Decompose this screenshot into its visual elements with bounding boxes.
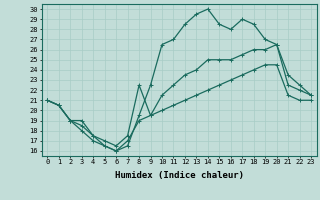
X-axis label: Humidex (Indice chaleur): Humidex (Indice chaleur) — [115, 171, 244, 180]
